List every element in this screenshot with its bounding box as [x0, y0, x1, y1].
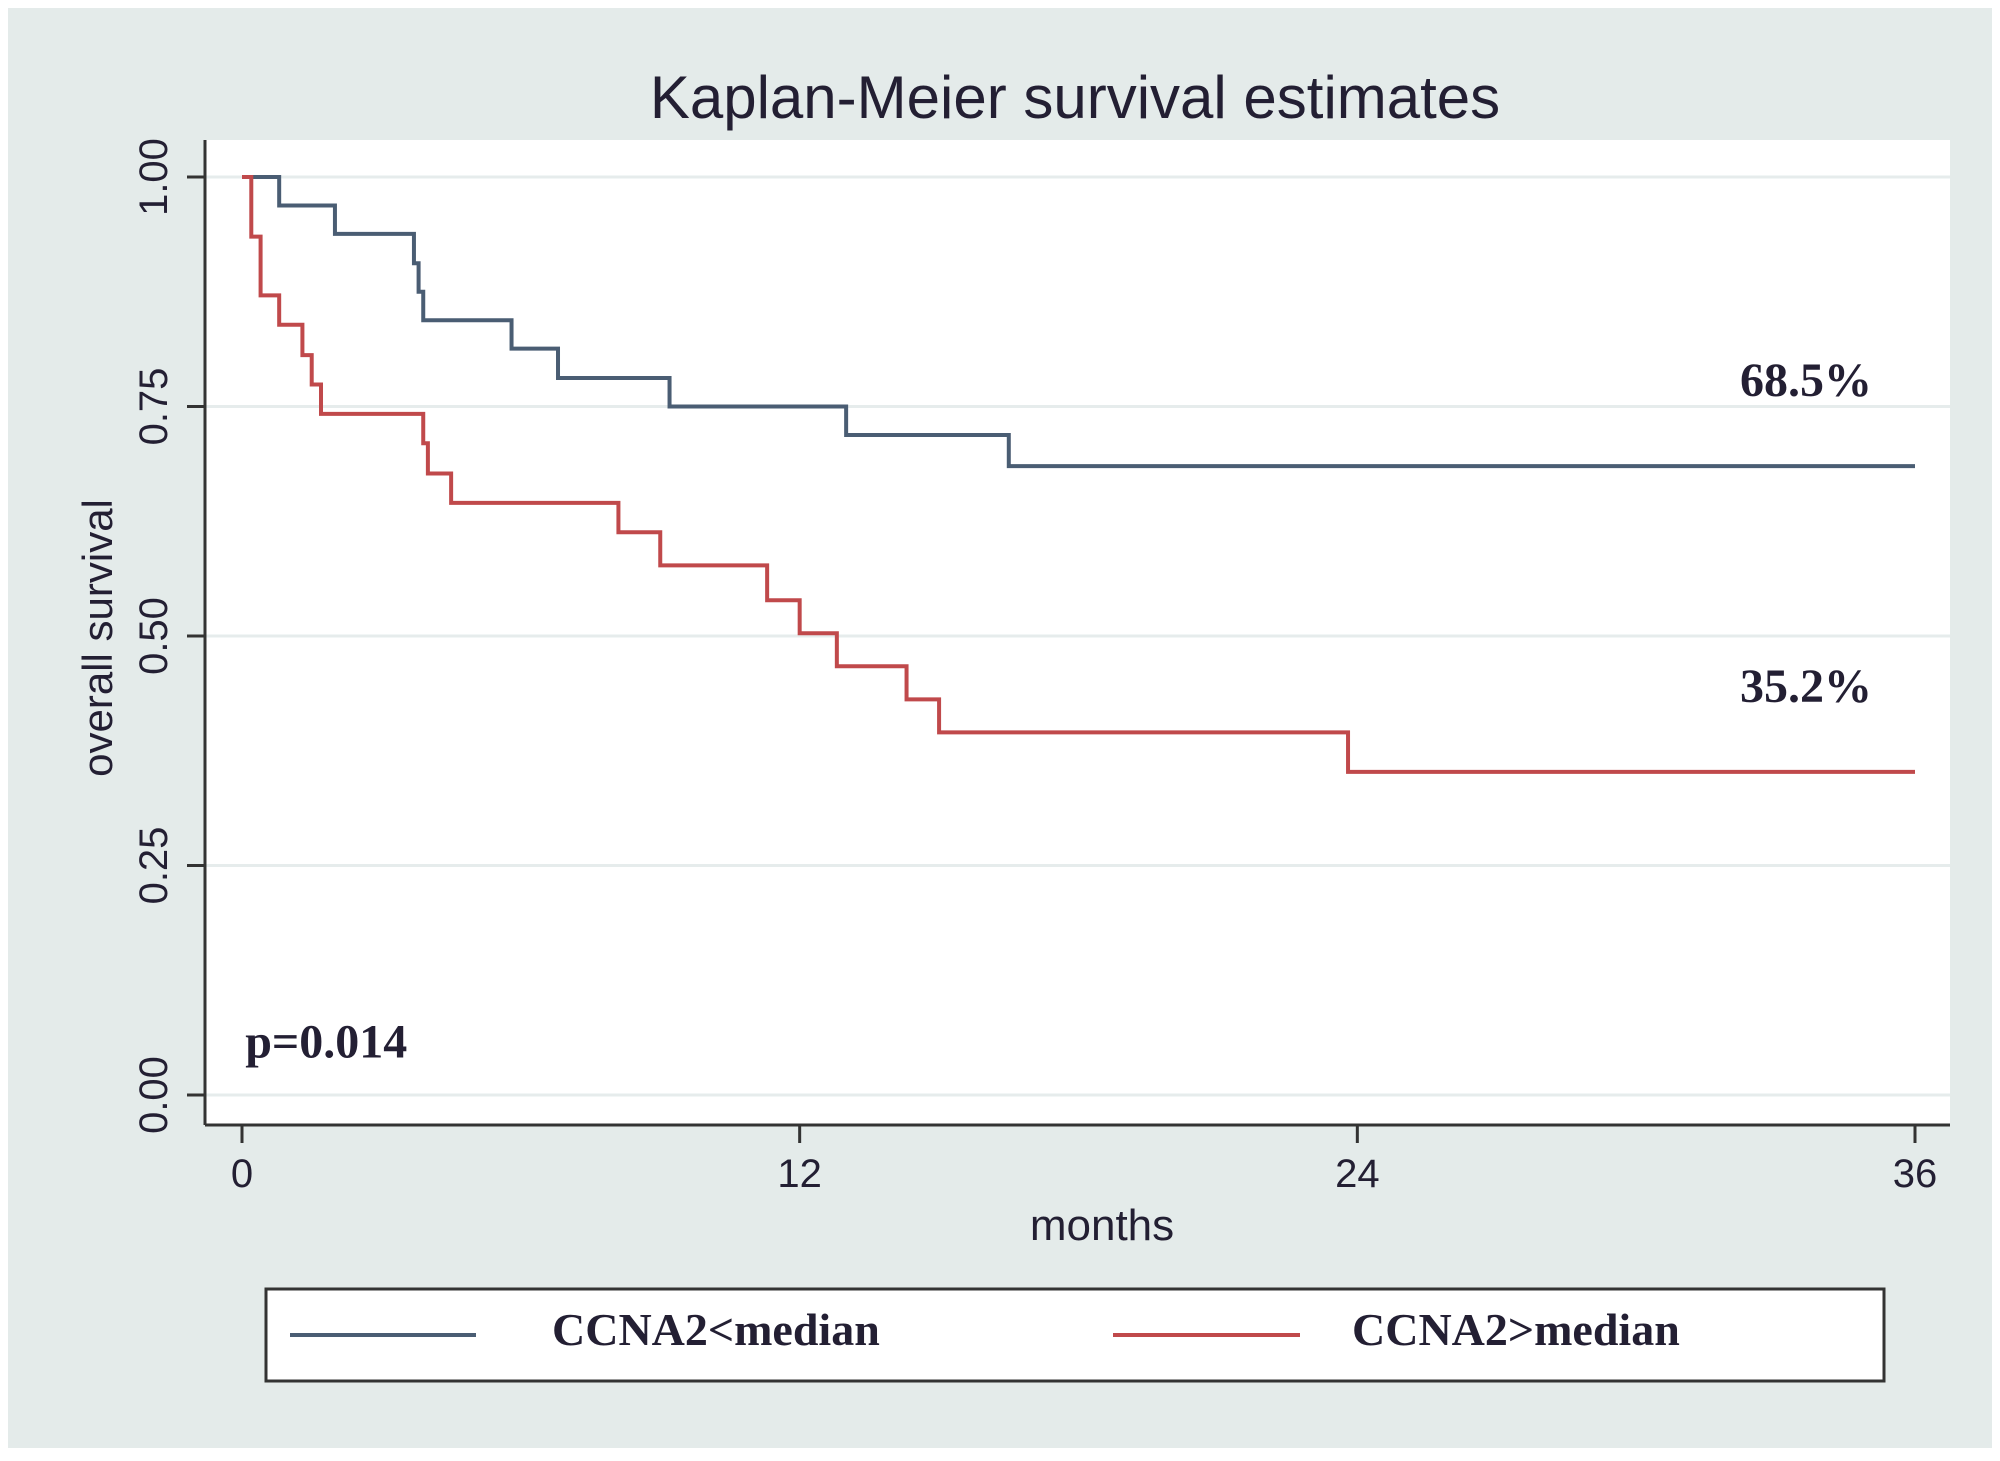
end-label-ccna2-low: 68.5%: [1740, 354, 1872, 407]
legend-box: [264, 1287, 1886, 1383]
x-tick-label-2: 24: [1335, 1152, 1380, 1196]
data-labels: 68.5% 35.2% p=0.014: [245, 354, 1872, 1068]
y-tick-label-4: 1.00: [132, 138, 176, 216]
x-tick-label-1: 12: [777, 1152, 822, 1196]
y-axis-title: overall survival: [74, 499, 121, 777]
y-tick-label-0: 0.00: [132, 1056, 176, 1134]
x-tick-label-3: 36: [1893, 1152, 1938, 1196]
end-label-ccna2-high: 35.2%: [1740, 660, 1872, 713]
y-tick-label-1: 0.25: [132, 827, 176, 905]
legend-label-ccna2-low: CCNA2<median: [552, 1304, 880, 1355]
p-value-annotation: p=0.014: [245, 1015, 407, 1068]
y-tick-label-3: 0.75: [132, 368, 176, 446]
plot-area: [205, 140, 1950, 1125]
legend-label-ccna2-high: CCNA2>median: [1352, 1304, 1680, 1355]
x-axis-title: months: [1030, 1201, 1174, 1250]
survival-curve-ccna2-low: [242, 175, 1915, 469]
legend: CCNA2<median CCNA2>median: [264, 1287, 1886, 1383]
y-tick-label-2: 0.50: [132, 597, 176, 675]
axes: [203, 140, 1950, 1127]
gridlines: [205, 175, 1950, 1097]
survival-curves: [242, 175, 1915, 774]
x-tick-label-0: 0: [231, 1152, 253, 1196]
survival-curve-ccna2-high: [242, 175, 1915, 774]
axis-ticks: 0.00 0.25 0.50 0.75 1.00 0 12 24 36: [132, 138, 1937, 1196]
chart-title: Kaplan-Meier survival estimates: [650, 64, 1500, 131]
